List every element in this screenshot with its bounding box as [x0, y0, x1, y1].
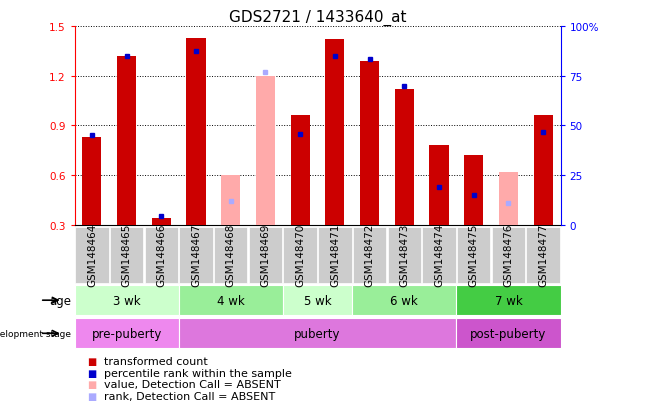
Bar [290, 116, 310, 225]
Bar [75, 319, 179, 349]
Bar [456, 286, 561, 316]
Text: development stage: development stage [0, 329, 71, 338]
Text: 7 wk: 7 wk [494, 294, 522, 307]
Text: 6 wk: 6 wk [391, 294, 418, 307]
Text: GSM148477: GSM148477 [538, 223, 548, 287]
Bar [82, 138, 102, 225]
Text: post-puberty: post-puberty [470, 327, 547, 340]
Text: GSM148470: GSM148470 [295, 223, 305, 287]
Bar [395, 90, 414, 225]
Text: pre-puberty: pre-puberty [91, 327, 162, 340]
Text: GSM148473: GSM148473 [399, 223, 410, 287]
Text: 5 wk: 5 wk [304, 294, 331, 307]
Text: 4 wk: 4 wk [217, 294, 244, 307]
Bar [179, 286, 283, 316]
Text: GSM148469: GSM148469 [260, 223, 270, 287]
Text: ■: ■ [87, 356, 97, 366]
Bar [187, 38, 205, 225]
Bar [221, 176, 240, 225]
Bar [464, 156, 483, 225]
Bar [353, 286, 456, 316]
Text: transformed count: transformed count [104, 356, 207, 366]
Bar [499, 172, 518, 225]
Text: GSM148466: GSM148466 [156, 223, 167, 287]
Text: ■: ■ [87, 391, 97, 401]
Text: ■: ■ [87, 368, 97, 378]
Text: ■: ■ [87, 380, 97, 389]
Text: rank, Detection Call = ABSENT: rank, Detection Call = ABSENT [104, 391, 275, 401]
Bar [152, 218, 171, 225]
Text: GSM148467: GSM148467 [191, 223, 201, 287]
Bar [75, 286, 179, 316]
Text: GSM148464: GSM148464 [87, 223, 97, 287]
Text: GSM148475: GSM148475 [469, 223, 479, 287]
Bar [533, 116, 553, 225]
Text: percentile rank within the sample: percentile rank within the sample [104, 368, 292, 378]
Text: puberty: puberty [294, 327, 341, 340]
Bar [456, 319, 561, 349]
Bar [430, 146, 448, 225]
Bar [283, 286, 353, 316]
Text: 3 wk: 3 wk [113, 294, 141, 307]
Bar [256, 76, 275, 225]
Text: GSM148468: GSM148468 [226, 223, 236, 287]
Text: GSM148474: GSM148474 [434, 223, 444, 287]
Text: age: age [49, 294, 71, 307]
Text: GSM148472: GSM148472 [365, 223, 375, 287]
Text: value, Detection Call = ABSENT: value, Detection Call = ABSENT [104, 380, 281, 389]
Text: GSM148476: GSM148476 [503, 223, 513, 287]
Bar [360, 62, 379, 225]
Text: GSM148471: GSM148471 [330, 223, 340, 287]
Text: GSM148465: GSM148465 [122, 223, 132, 287]
Bar [117, 57, 136, 225]
Bar [325, 40, 345, 225]
Title: GDS2721 / 1433640_at: GDS2721 / 1433640_at [229, 9, 406, 26]
Bar [179, 319, 456, 349]
